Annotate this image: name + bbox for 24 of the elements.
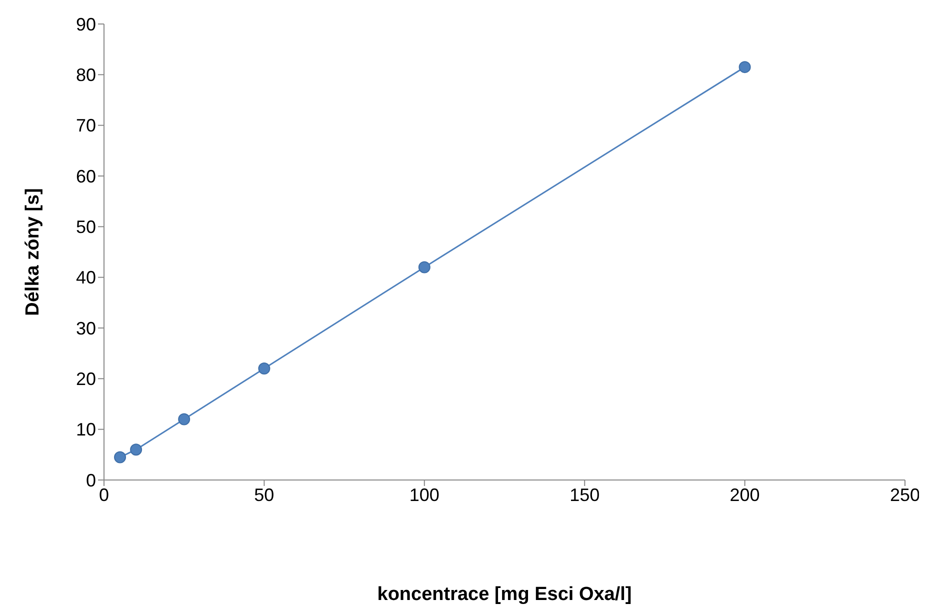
x-tick-label: 0 — [98, 484, 110, 505]
point — [114, 451, 126, 464]
x-tick-label: 100 — [409, 484, 440, 505]
y-tick-label: 50 — [76, 217, 96, 238]
y-tick-label: 10 — [76, 420, 96, 440]
x-axis-title: koncentrace [mg Esci Oxa/l] — [377, 584, 632, 605]
y-tick-label: 0 — [86, 470, 96, 490]
point — [178, 413, 190, 426]
point — [738, 61, 751, 74]
y-tick-label: 90 — [76, 14, 96, 34]
point — [130, 444, 142, 456]
y-tick-label: 80 — [76, 65, 96, 86]
point — [258, 362, 270, 375]
y-tick-label: 70 — [76, 116, 96, 136]
y-axis-title: Délka zóny [s] — [22, 188, 44, 316]
y-tick-label: 60 — [76, 166, 96, 186]
y-tick-label: 40 — [76, 268, 96, 288]
y-tick-label: 30 — [76, 318, 96, 338]
point — [418, 261, 430, 274]
x-tick-label: 50 — [254, 484, 274, 505]
x-tick-label: 150 — [570, 484, 600, 505]
x-tick-label: 250 — [890, 484, 920, 505]
x-tick-label: 200 — [730, 484, 760, 505]
y-tick-label: 20 — [76, 369, 96, 390]
